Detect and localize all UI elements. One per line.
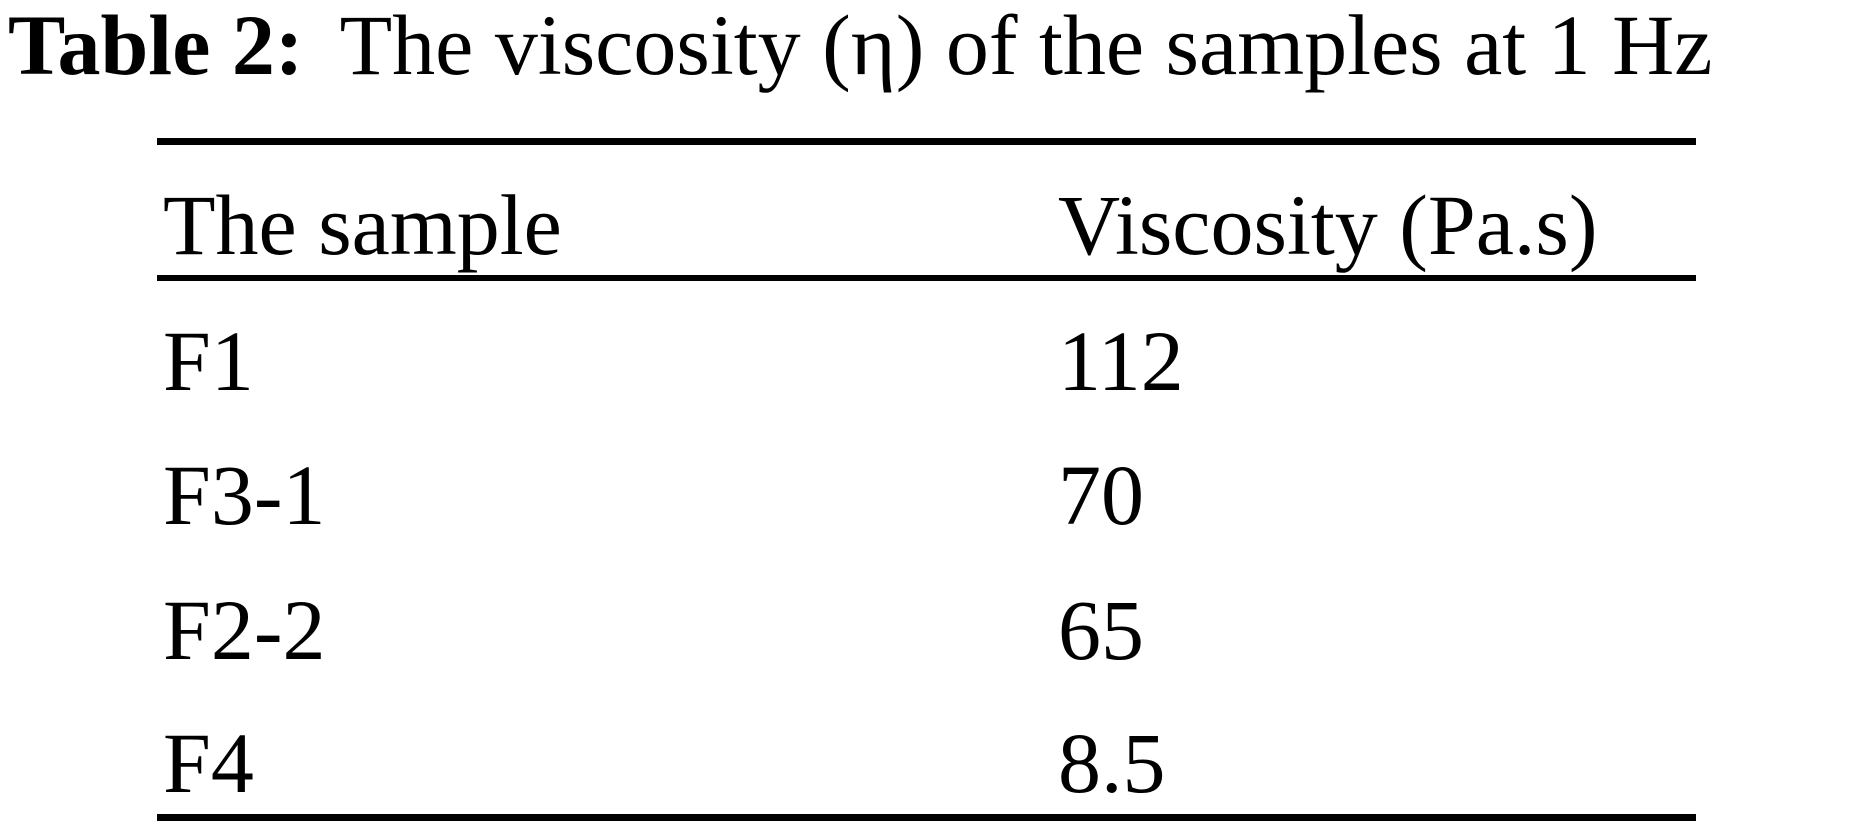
column-header-sample: The sample: [163, 177, 562, 273]
table-caption: Table 2: The viscosity (η) of the samples…: [8, 2, 1712, 88]
table-caption-text: The viscosity (η) of the samples at 1 Hz: [339, 0, 1713, 93]
table-bottom-rule: [157, 814, 1696, 821]
table-row-viscosity: 65: [1058, 582, 1144, 678]
table-row-viscosity: 8.5: [1058, 715, 1166, 811]
table-header-rule: [157, 275, 1696, 281]
table-row-sample: F3-1: [163, 447, 326, 543]
table-row-sample: F2-2: [163, 582, 326, 678]
table-top-rule: [157, 138, 1696, 145]
table-row-sample: F4: [163, 715, 254, 811]
table-row-viscosity: 70: [1058, 447, 1144, 543]
table-caption-number: Table 2:: [8, 0, 304, 93]
table-row-sample: F1: [163, 313, 254, 409]
column-header-viscosity: Viscosity (Pa.s): [1058, 177, 1598, 273]
table-row-viscosity: 112: [1058, 313, 1184, 409]
